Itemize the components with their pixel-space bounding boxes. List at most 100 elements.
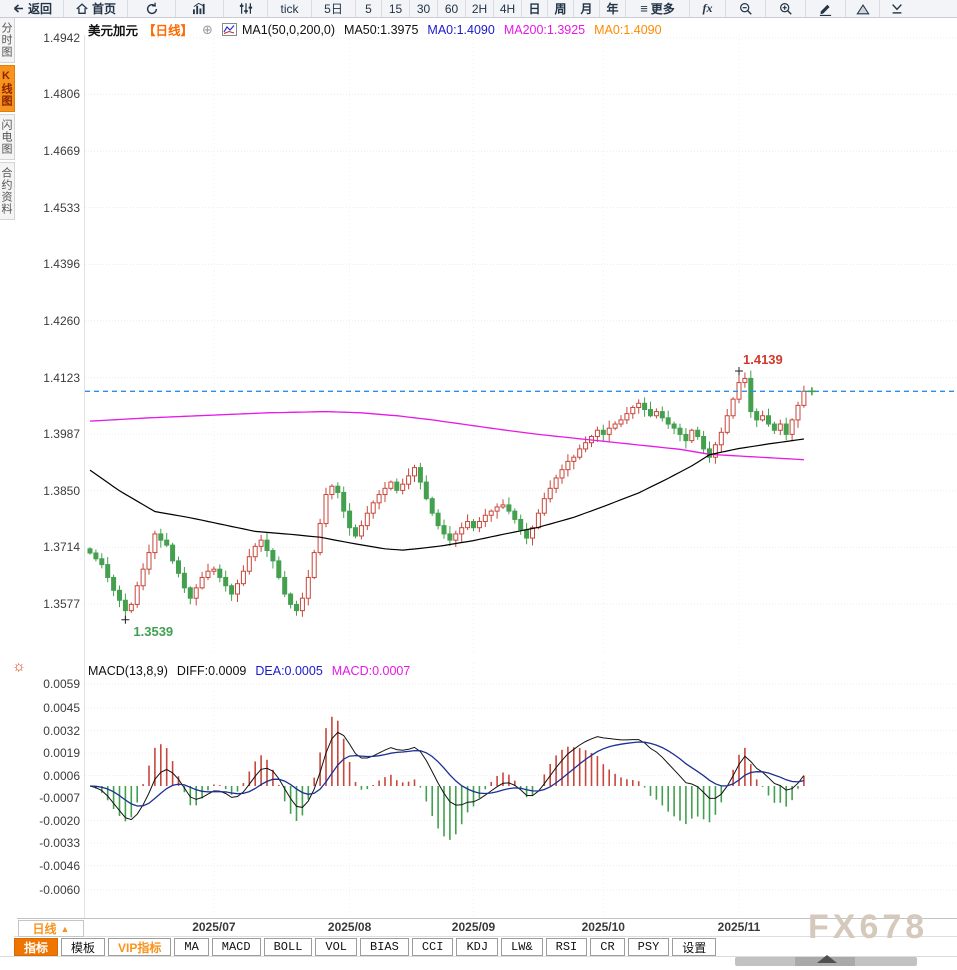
interval-30m-label: 30 <box>416 1 431 16</box>
interval-2h-label: 2H <box>471 1 488 16</box>
main-chart-legend: 美元加元 【日线】 ⊕ MA1(50,0,200,0) MA50:1.3975 … <box>88 20 662 39</box>
draw-tool-button[interactable] <box>806 0 846 17</box>
scroll-down-button[interactable] <box>880 0 913 17</box>
main-y-tick: 1.4942 <box>43 31 80 45</box>
home-label: 首页 <box>91 2 116 16</box>
indicator-button-BOLL[interactable]: BOLL <box>263 938 313 956</box>
main-y-tick: 1.4260 <box>43 313 80 328</box>
macd-y-tick: -0.0046 <box>39 858 80 873</box>
chart-type-button[interactable] <box>176 0 224 17</box>
settings-sliders-button[interactable] <box>224 0 268 17</box>
indicator-button-CR[interactable]: CR <box>590 938 625 956</box>
x-axis-label: 2025/11 <box>717 920 761 934</box>
macd-macd-value: MACD:0.0007 <box>331 664 411 678</box>
formula-button[interactable]: fx <box>690 0 726 17</box>
indicator-button-指标[interactable]: 指标 <box>14 938 59 956</box>
indicator-button-CCI[interactable]: CCI <box>411 938 454 956</box>
ma200-value: MA200:1.3925 <box>503 22 586 37</box>
zoom-out-button[interactable] <box>726 0 766 17</box>
scrollbar-up-arrow-icon[interactable] <box>817 955 837 963</box>
candlestick-chart[interactable]: 1.4139 1.3539 <box>85 35 957 655</box>
more-icon: ≡ <box>640 1 648 16</box>
indicator-button-MA[interactable]: MA <box>174 938 209 956</box>
macd-title: MACD(13,8,9) <box>88 664 168 678</box>
sidebar-tab-1[interactable]: 分时图 <box>0 17 15 63</box>
indicator-button-KDJ[interactable]: KDJ <box>456 938 499 956</box>
timeframe-selector[interactable]: 日线 ▲ <box>18 920 84 937</box>
indicator-settings-icon[interactable]: ☼ <box>12 658 26 675</box>
back-icon <box>13 4 23 13</box>
interval-month-label: 月 <box>580 2 593 16</box>
indicator-button-MACD[interactable]: MACD <box>211 938 261 956</box>
indicator-toolbar: 指标 模板 VIP指标 MA MACD BOLL VOL BIAS CCI KDJ LW& RSI CR… <box>14 938 719 956</box>
back-button[interactable]: 返回 <box>0 0 64 17</box>
sliders-icon <box>239 3 252 14</box>
triangle-up-icon <box>855 3 870 14</box>
sidebar-tab-4[interactable]: 合约资料 <box>0 162 15 220</box>
ma0-blue-value: MA0:1.4090 <box>427 22 495 37</box>
interval-15m[interactable]: 15 <box>382 0 410 17</box>
panel-bottom-line <box>17 918 957 919</box>
more-button[interactable]: ≡ 更多 <box>626 0 690 17</box>
indicator-button-VIP指标[interactable]: VIP指标 <box>108 938 172 956</box>
main-y-tick: 1.4533 <box>43 200 80 215</box>
interval-week-label: 周 <box>554 2 567 16</box>
period-badge: 【日线】 <box>143 24 194 38</box>
svg-text:1.3539: 1.3539 <box>133 624 173 639</box>
indicator-button-LW&[interactable]: LW& <box>501 938 543 956</box>
interval-5d-label: 5日 <box>324 2 343 16</box>
footer-line <box>0 956 957 957</box>
interval-4h-label: 4H <box>499 1 516 16</box>
interval-30m[interactable]: 30 <box>410 0 438 17</box>
interval-day[interactable]: 日 <box>522 0 548 17</box>
interval-tick[interactable]: tick <box>268 0 312 17</box>
symbol-name: 美元加元 <box>88 24 139 38</box>
sidebar-tab-3[interactable]: 闪电图 <box>0 114 15 160</box>
main-y-tick: 1.3577 <box>43 596 80 611</box>
indicator-button-PSY[interactable]: PSY <box>627 938 670 956</box>
indicator-button-BIAS[interactable]: BIAS <box>360 938 409 956</box>
indicator-button-设置[interactable]: 设置 <box>672 938 717 956</box>
macd-chart[interactable] <box>85 663 957 918</box>
mini-chart-icon[interactable] <box>221 23 237 36</box>
zoom-in-button[interactable] <box>766 0 806 17</box>
fx-icon: fx <box>702 1 713 15</box>
interval-60m[interactable]: 60 <box>438 0 466 17</box>
macd-y-tick: -0.0020 <box>39 813 80 828</box>
bar-chart-icon <box>193 2 205 15</box>
sidebar-tab-2[interactable]: K线图 <box>0 65 15 112</box>
indicator-button-模板[interactable]: 模板 <box>61 938 106 956</box>
main-y-tick: 1.3714 <box>43 540 80 555</box>
interval-year[interactable]: 年 <box>600 0 626 17</box>
refresh-button[interactable] <box>128 0 176 17</box>
left-sidebar: 分时图 K线图闪电图合约资料 <box>0 17 17 222</box>
interval-year-label: 年 <box>606 2 619 16</box>
zoom-out-icon <box>739 2 752 15</box>
refresh-icon <box>146 2 157 14</box>
interval-5m[interactable]: 5 <box>356 0 382 17</box>
fx678-watermark: FX678 <box>808 908 929 946</box>
scroll-up-button[interactable] <box>846 0 880 17</box>
more-label: 更多 <box>650 2 675 16</box>
circle-plus-icon[interactable]: ⊕ <box>202 21 213 37</box>
home-button[interactable]: 首页 <box>64 0 128 17</box>
chevron-down-line-icon <box>891 4 902 14</box>
x-axis-label: 2025/10 <box>581 920 625 934</box>
main-y-tick: 1.3987 <box>43 426 80 441</box>
timeframe-arrow-icon: ▲ <box>60 923 70 934</box>
interval-month[interactable]: 月 <box>574 0 600 17</box>
back-label: 返回 <box>27 2 52 16</box>
timeframe-label: 日线 <box>32 922 57 936</box>
macd-y-tick: 0.0059 <box>43 676 80 691</box>
interval-4h[interactable]: 4H <box>494 0 522 17</box>
interval-5d[interactable]: 5日 <box>312 0 356 17</box>
interval-2h[interactable]: 2H <box>466 0 494 17</box>
indicator-button-RSI[interactable]: RSI <box>545 938 588 956</box>
macd-y-tick: 0.0006 <box>43 768 80 783</box>
indicator-button-VOL[interactable]: VOL <box>315 938 358 956</box>
macd-y-tick: -0.0007 <box>39 791 80 806</box>
interval-week[interactable]: 周 <box>548 0 574 17</box>
main-y-tick: 1.3850 <box>43 483 80 498</box>
interval-15m-label: 15 <box>388 1 403 16</box>
y-axis-line <box>84 35 85 918</box>
